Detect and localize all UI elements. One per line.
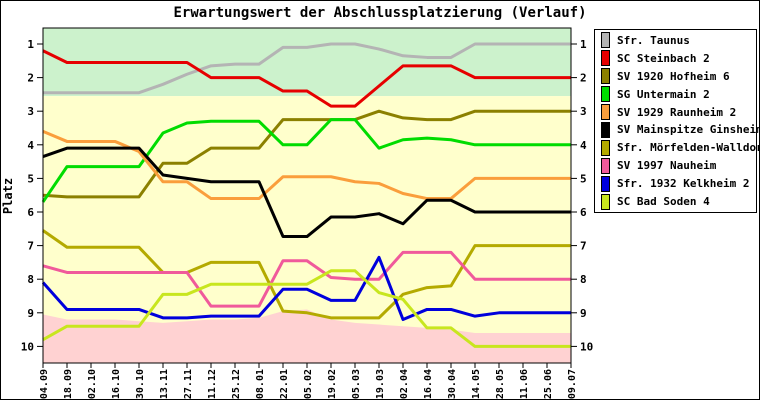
chart-title: Erwartungswert der Abschlussplatzierung … xyxy=(173,5,587,21)
y-tick-label-left: 9 xyxy=(27,307,34,320)
legend-label: Sfr. Taunus xyxy=(617,33,690,47)
legend-swatch-raunheim xyxy=(601,104,610,121)
legend-swatch-hofheim xyxy=(601,68,610,85)
x-tick-label: 16.04 xyxy=(423,369,434,399)
x-tick-label: 25.06 xyxy=(543,369,554,399)
legend-item-moerfelden: Sfr. Mörfelden-Walldorf xyxy=(595,139,759,156)
legend: Sfr. Taunus SC Steinbach 2 SV 1920 Hofhe… xyxy=(594,29,759,213)
x-tick-label: 08.01 xyxy=(255,369,266,399)
x-tick-label: 02.10 xyxy=(87,369,98,399)
x-tick-label: 22.01 xyxy=(279,369,290,399)
legend-label: SV 1929 Raunheim 2 xyxy=(617,105,737,119)
legend-item-hofheim: SV 1920 Hofheim 6 xyxy=(595,68,756,85)
y-tick-label-left: 10 xyxy=(21,340,34,353)
y-tick-label-left: 6 xyxy=(27,206,34,219)
legend-item-kelkheim: Sfr. 1932 Kelkheim 2 xyxy=(595,175,756,192)
y-tick-label-left: 5 xyxy=(27,172,34,185)
x-tick-label: 05.03 xyxy=(351,369,362,399)
y-tick-label-right: 2 xyxy=(580,72,587,85)
y-tick-label-left: 2 xyxy=(27,72,34,85)
line-taunus xyxy=(43,42,571,95)
legend-label: SC Steinbach 2 xyxy=(617,51,710,65)
legend-label: Sfr. Mörfelden-Walldorf xyxy=(617,141,760,155)
x-tick-label: 11.12 xyxy=(207,369,218,399)
legend-swatch-mainspitze xyxy=(601,121,610,138)
y-tick-label-right: 1 xyxy=(580,38,587,51)
legend-swatch-nauheim xyxy=(601,157,610,174)
legend-swatch-moerfelden xyxy=(601,139,610,156)
legend-item-nauheim: SV 1997 Nauheim xyxy=(595,157,756,174)
x-tick-label: 30.10 xyxy=(135,369,146,399)
legend-swatch-kelkheim xyxy=(601,175,610,192)
x-tick-label: 25.12 xyxy=(231,369,242,399)
x-tick-label: 04.09 xyxy=(39,369,50,399)
legend-item-steinbach: SC Steinbach 2 xyxy=(595,50,756,67)
x-tick-label: 05.02 xyxy=(303,369,314,399)
legend-swatch-taunus xyxy=(601,32,610,49)
x-tick-label: 18.09 xyxy=(63,369,74,399)
legend-item-mainspitze: SV Mainspitze Ginsheim xyxy=(595,121,759,138)
x-tick-label: 28.05 xyxy=(495,369,506,399)
line-kelkheim xyxy=(41,255,571,322)
y-tick-label-left: 1 xyxy=(27,38,34,51)
y-tick-label-right: 8 xyxy=(580,273,587,286)
relegation-zone xyxy=(43,309,571,363)
legend-swatch-badsoden xyxy=(601,193,610,210)
legend-swatch-untermain xyxy=(601,86,610,103)
line-steinbach xyxy=(42,49,571,108)
x-tick-label: 19.02 xyxy=(327,369,338,399)
y-tick-label-left: 4 xyxy=(27,139,34,152)
legend-swatch-steinbach xyxy=(601,50,610,67)
y-tick-label-right: 5 xyxy=(580,172,587,185)
x-tick-label: 16.10 xyxy=(111,369,122,399)
line-badsoden xyxy=(42,269,571,348)
y-tick-label-right: 9 xyxy=(580,307,587,320)
y-tick-label-left: 3 xyxy=(27,105,34,118)
legend-label: Sfr. 1932 Kelkheim 2 xyxy=(617,177,750,191)
x-tick-label: 19.03 xyxy=(375,369,386,399)
line-mainspitze xyxy=(42,146,571,239)
x-tick-label: 11.06 xyxy=(519,369,530,399)
x-tick-label: 09.07 xyxy=(567,369,578,399)
x-tick-label: 30.04 xyxy=(447,369,458,399)
legend-label: SC Bad Soden 4 xyxy=(617,195,710,209)
x-tick-label: 13.11 xyxy=(159,369,170,399)
x-tick-label: 14.05 xyxy=(471,369,482,399)
legend-label: SV 1920 Hofheim 6 xyxy=(617,69,730,83)
y-tick-label-left: 8 xyxy=(27,273,34,286)
y-tick-label-right: 7 xyxy=(580,240,587,253)
legend-item-untermain: SG Untermain 2 xyxy=(595,86,756,103)
y-tick-label-left: 7 xyxy=(27,240,34,253)
legend-label: SV Mainspitze Ginsheim xyxy=(617,123,760,137)
line-hofheim xyxy=(42,109,571,199)
legend-item-taunus: Sfr. Taunus xyxy=(595,32,756,49)
line-untermain xyxy=(41,118,571,203)
y-tick-label-right: 3 xyxy=(580,105,587,118)
x-tick-label: 27.11 xyxy=(183,369,194,399)
line-nauheim xyxy=(42,250,571,308)
legend-label: SV 1997 Nauheim xyxy=(617,159,717,173)
legend-label: SG Untermain 2 xyxy=(617,87,710,101)
y-tick-label-right: 6 xyxy=(580,206,587,219)
legend-item-badsoden: SC Bad Soden 4 xyxy=(595,193,756,210)
line-moerfelden xyxy=(42,229,571,320)
x-tick-label: 02.04 xyxy=(399,369,410,399)
legend-item-raunheim: SV 1929 Raunheim 2 xyxy=(595,104,756,121)
y-tick-label-right: 10 xyxy=(580,340,593,353)
y-tick-label-right: 4 xyxy=(580,139,587,152)
